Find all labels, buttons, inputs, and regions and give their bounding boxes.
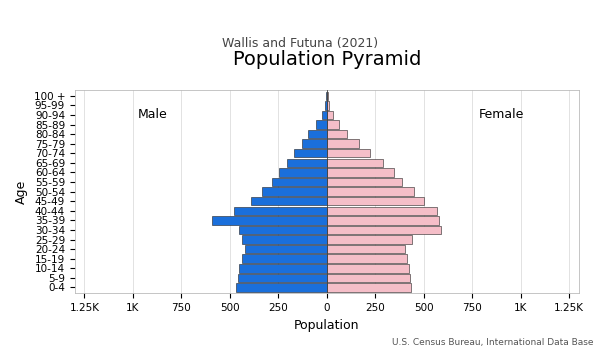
Title: Population Pyramid: Population Pyramid [233,50,421,69]
Bar [327,216,439,225]
Bar [262,187,327,196]
Bar [212,216,327,225]
Text: Female: Female [479,108,524,121]
Bar [238,274,327,282]
Text: U.S. Census Bureau, International Data Base: U.S. Census Bureau, International Data B… [392,337,594,346]
Bar [239,226,327,234]
Bar [327,101,329,110]
Bar [272,178,327,186]
X-axis label: Population: Population [294,318,359,331]
Bar [327,235,412,244]
Bar [239,264,327,273]
Bar [327,206,437,215]
Bar [242,235,327,244]
Bar [327,226,441,234]
Bar [316,120,327,129]
Bar [327,254,407,263]
Bar [327,111,332,119]
Bar [302,139,327,148]
Bar [327,149,370,158]
Bar [325,101,327,110]
Bar [327,120,339,129]
Bar [327,139,359,148]
Bar [308,130,327,138]
Bar [327,178,403,186]
Y-axis label: Age: Age [15,180,28,204]
Bar [251,197,327,205]
Bar [245,245,327,253]
Bar [327,92,328,100]
Bar [280,168,327,177]
Bar [322,111,327,119]
Bar [287,159,327,167]
Text: Male: Male [137,108,167,121]
Bar [327,274,410,282]
Bar [236,283,327,292]
Bar [327,130,347,138]
Bar [242,254,327,263]
Bar [327,283,411,292]
Bar [327,168,394,177]
Bar [327,159,383,167]
Bar [327,264,409,273]
Text: Wallis and Futuna (2021): Wallis and Futuna (2021) [222,37,378,50]
Bar [327,197,424,205]
Bar [234,206,327,215]
Bar [294,149,327,158]
Bar [327,245,406,253]
Bar [327,187,414,196]
